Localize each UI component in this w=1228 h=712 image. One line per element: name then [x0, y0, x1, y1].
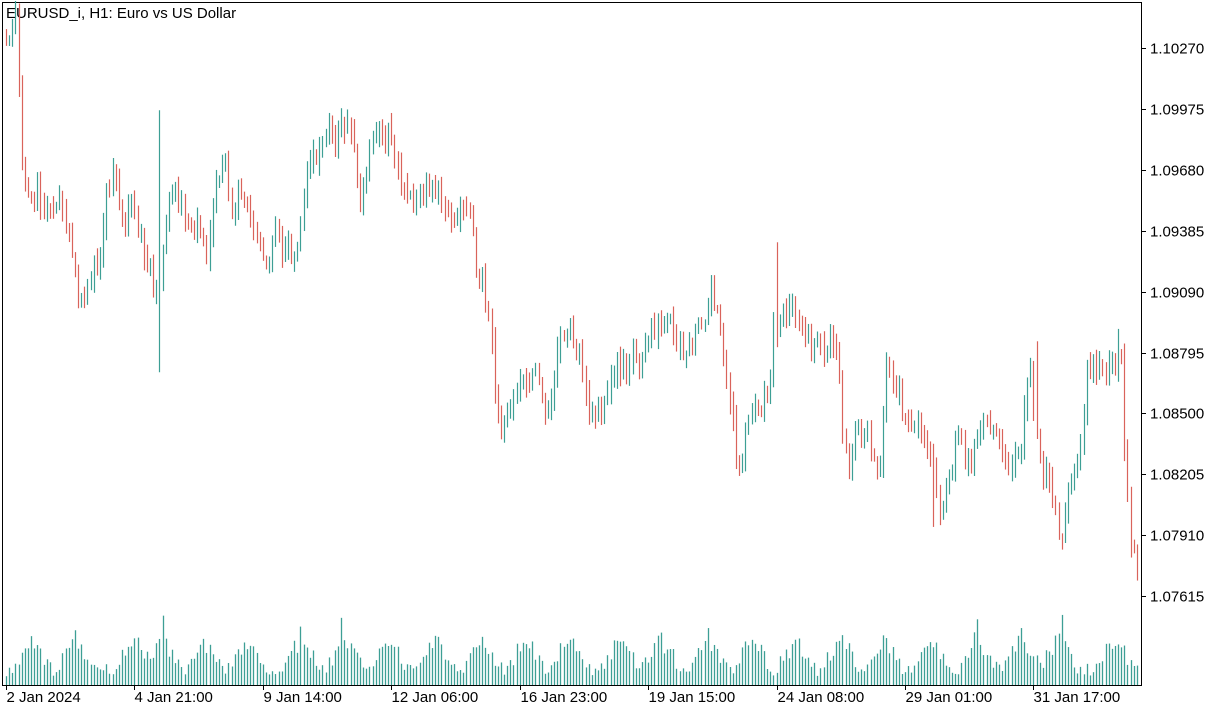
price-axis[interactable]: 1.10270 1.09975 1.09680 1.09385 1.09090 1.087…: [1141, 41, 1204, 606]
price-tick-label: 1.07910: [1150, 528, 1204, 545]
time-tick-label: 19 Jan 15:00: [649, 689, 736, 706]
price-tick-label: 1.08205: [1150, 467, 1204, 484]
price-tick-label: 1.09385: [1150, 224, 1204, 241]
volume-histogram: [5, 614, 1139, 685]
price-tick-label: 1.09680: [1150, 163, 1204, 180]
price-tick-label: 1.08500: [1150, 406, 1204, 423]
time-tick-label: 4 Jan 21:00: [135, 689, 213, 706]
symbol-title: EURUSD_i, H1: Euro vs US Dollar: [6, 5, 237, 22]
time-tick-label: 31 Jan 17:00: [1034, 689, 1121, 706]
time-tick-label: 9 Jan 14:00: [264, 689, 342, 706]
price-bars: [5, 0, 1139, 581]
price-tick-label: 1.09090: [1150, 285, 1204, 302]
price-tick-label: 1.09975: [1150, 102, 1204, 119]
price-tick-label: 1.10270: [1150, 41, 1204, 58]
time-tick-label: 16 Jan 23:00: [521, 689, 608, 706]
chart-frame: [2, 2, 1142, 686]
price-tick-label: 1.08795: [1150, 346, 1204, 363]
plot-border: [2, 2, 1142, 686]
time-tick-label: 2 Jan 2024: [7, 689, 81, 706]
time-tick-label: 12 Jan 06:00: [392, 689, 479, 706]
price-tick-label: 1.07615: [1150, 589, 1204, 606]
time-tick-label: 24 Jan 08:00: [778, 689, 865, 706]
time-tick-label: 29 Jan 01:00: [906, 689, 993, 706]
time-axis[interactable]: 2 Jan 2024 4 Jan 21:00 9 Jan 14:00 12 Jan 0…: [6, 685, 1121, 706]
